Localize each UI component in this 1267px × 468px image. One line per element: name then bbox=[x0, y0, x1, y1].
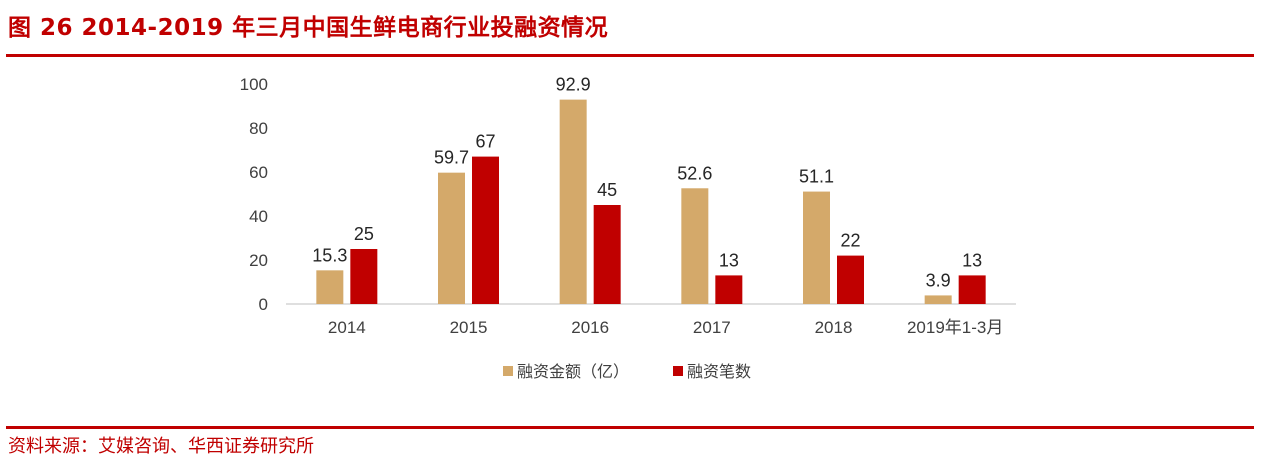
legend-swatch bbox=[673, 366, 683, 376]
bar-count bbox=[350, 249, 378, 304]
source-note: 资料来源：艾媒咨询、华西证券研究所 bbox=[8, 436, 314, 457]
bottom-divider bbox=[6, 426, 1254, 429]
bar-count bbox=[837, 255, 864, 304]
legend-label: 融资笔数 bbox=[687, 362, 751, 381]
data-label: 15.3 bbox=[312, 245, 347, 265]
x-tick-label: 2016 bbox=[571, 318, 609, 337]
data-label: 25 bbox=[354, 224, 374, 244]
bar-amount bbox=[559, 99, 587, 305]
bar-amount bbox=[681, 188, 709, 304]
x-tick-label: 2019年1-3月 bbox=[907, 318, 1003, 337]
bar-count bbox=[472, 156, 499, 304]
bar-count bbox=[958, 275, 986, 304]
y-tick-label: 40 bbox=[249, 207, 268, 226]
x-tick-label: 2017 bbox=[693, 318, 731, 337]
y-tick-label: 0 bbox=[259, 295, 268, 314]
figure-title: 图 26 2014-2019 年三月中国生鲜电商行业投融资情况 bbox=[8, 15, 609, 41]
data-label: 59.7 bbox=[434, 148, 469, 168]
x-tick-label: 2015 bbox=[450, 318, 488, 337]
data-label: 51.1 bbox=[799, 167, 834, 187]
y-tick-label: 80 bbox=[249, 119, 268, 138]
data-label: 13 bbox=[962, 250, 982, 270]
data-label: 22 bbox=[840, 231, 860, 251]
data-label: 45 bbox=[597, 180, 617, 200]
x-tick-label: 2018 bbox=[815, 318, 853, 337]
data-label: 3.9 bbox=[926, 270, 951, 290]
top-divider bbox=[6, 54, 1254, 57]
legend-swatch bbox=[503, 366, 513, 376]
bar-amount bbox=[316, 270, 344, 304]
bar-amount bbox=[438, 172, 465, 304]
data-label: 52.6 bbox=[677, 163, 712, 183]
bar-amount bbox=[924, 295, 952, 304]
data-label: 92.9 bbox=[556, 75, 591, 95]
data-label: 67 bbox=[475, 132, 495, 152]
legend-label: 融资金额（亿） bbox=[517, 362, 629, 381]
bar-amount bbox=[803, 191, 830, 304]
data-label: 13 bbox=[719, 250, 739, 270]
y-tick-label: 20 bbox=[249, 251, 268, 270]
y-tick-label: 60 bbox=[249, 163, 268, 182]
x-tick-label: 2014 bbox=[328, 318, 366, 337]
y-tick-label: 100 bbox=[240, 75, 268, 94]
bar-count bbox=[593, 205, 621, 304]
bar-count bbox=[715, 275, 743, 304]
